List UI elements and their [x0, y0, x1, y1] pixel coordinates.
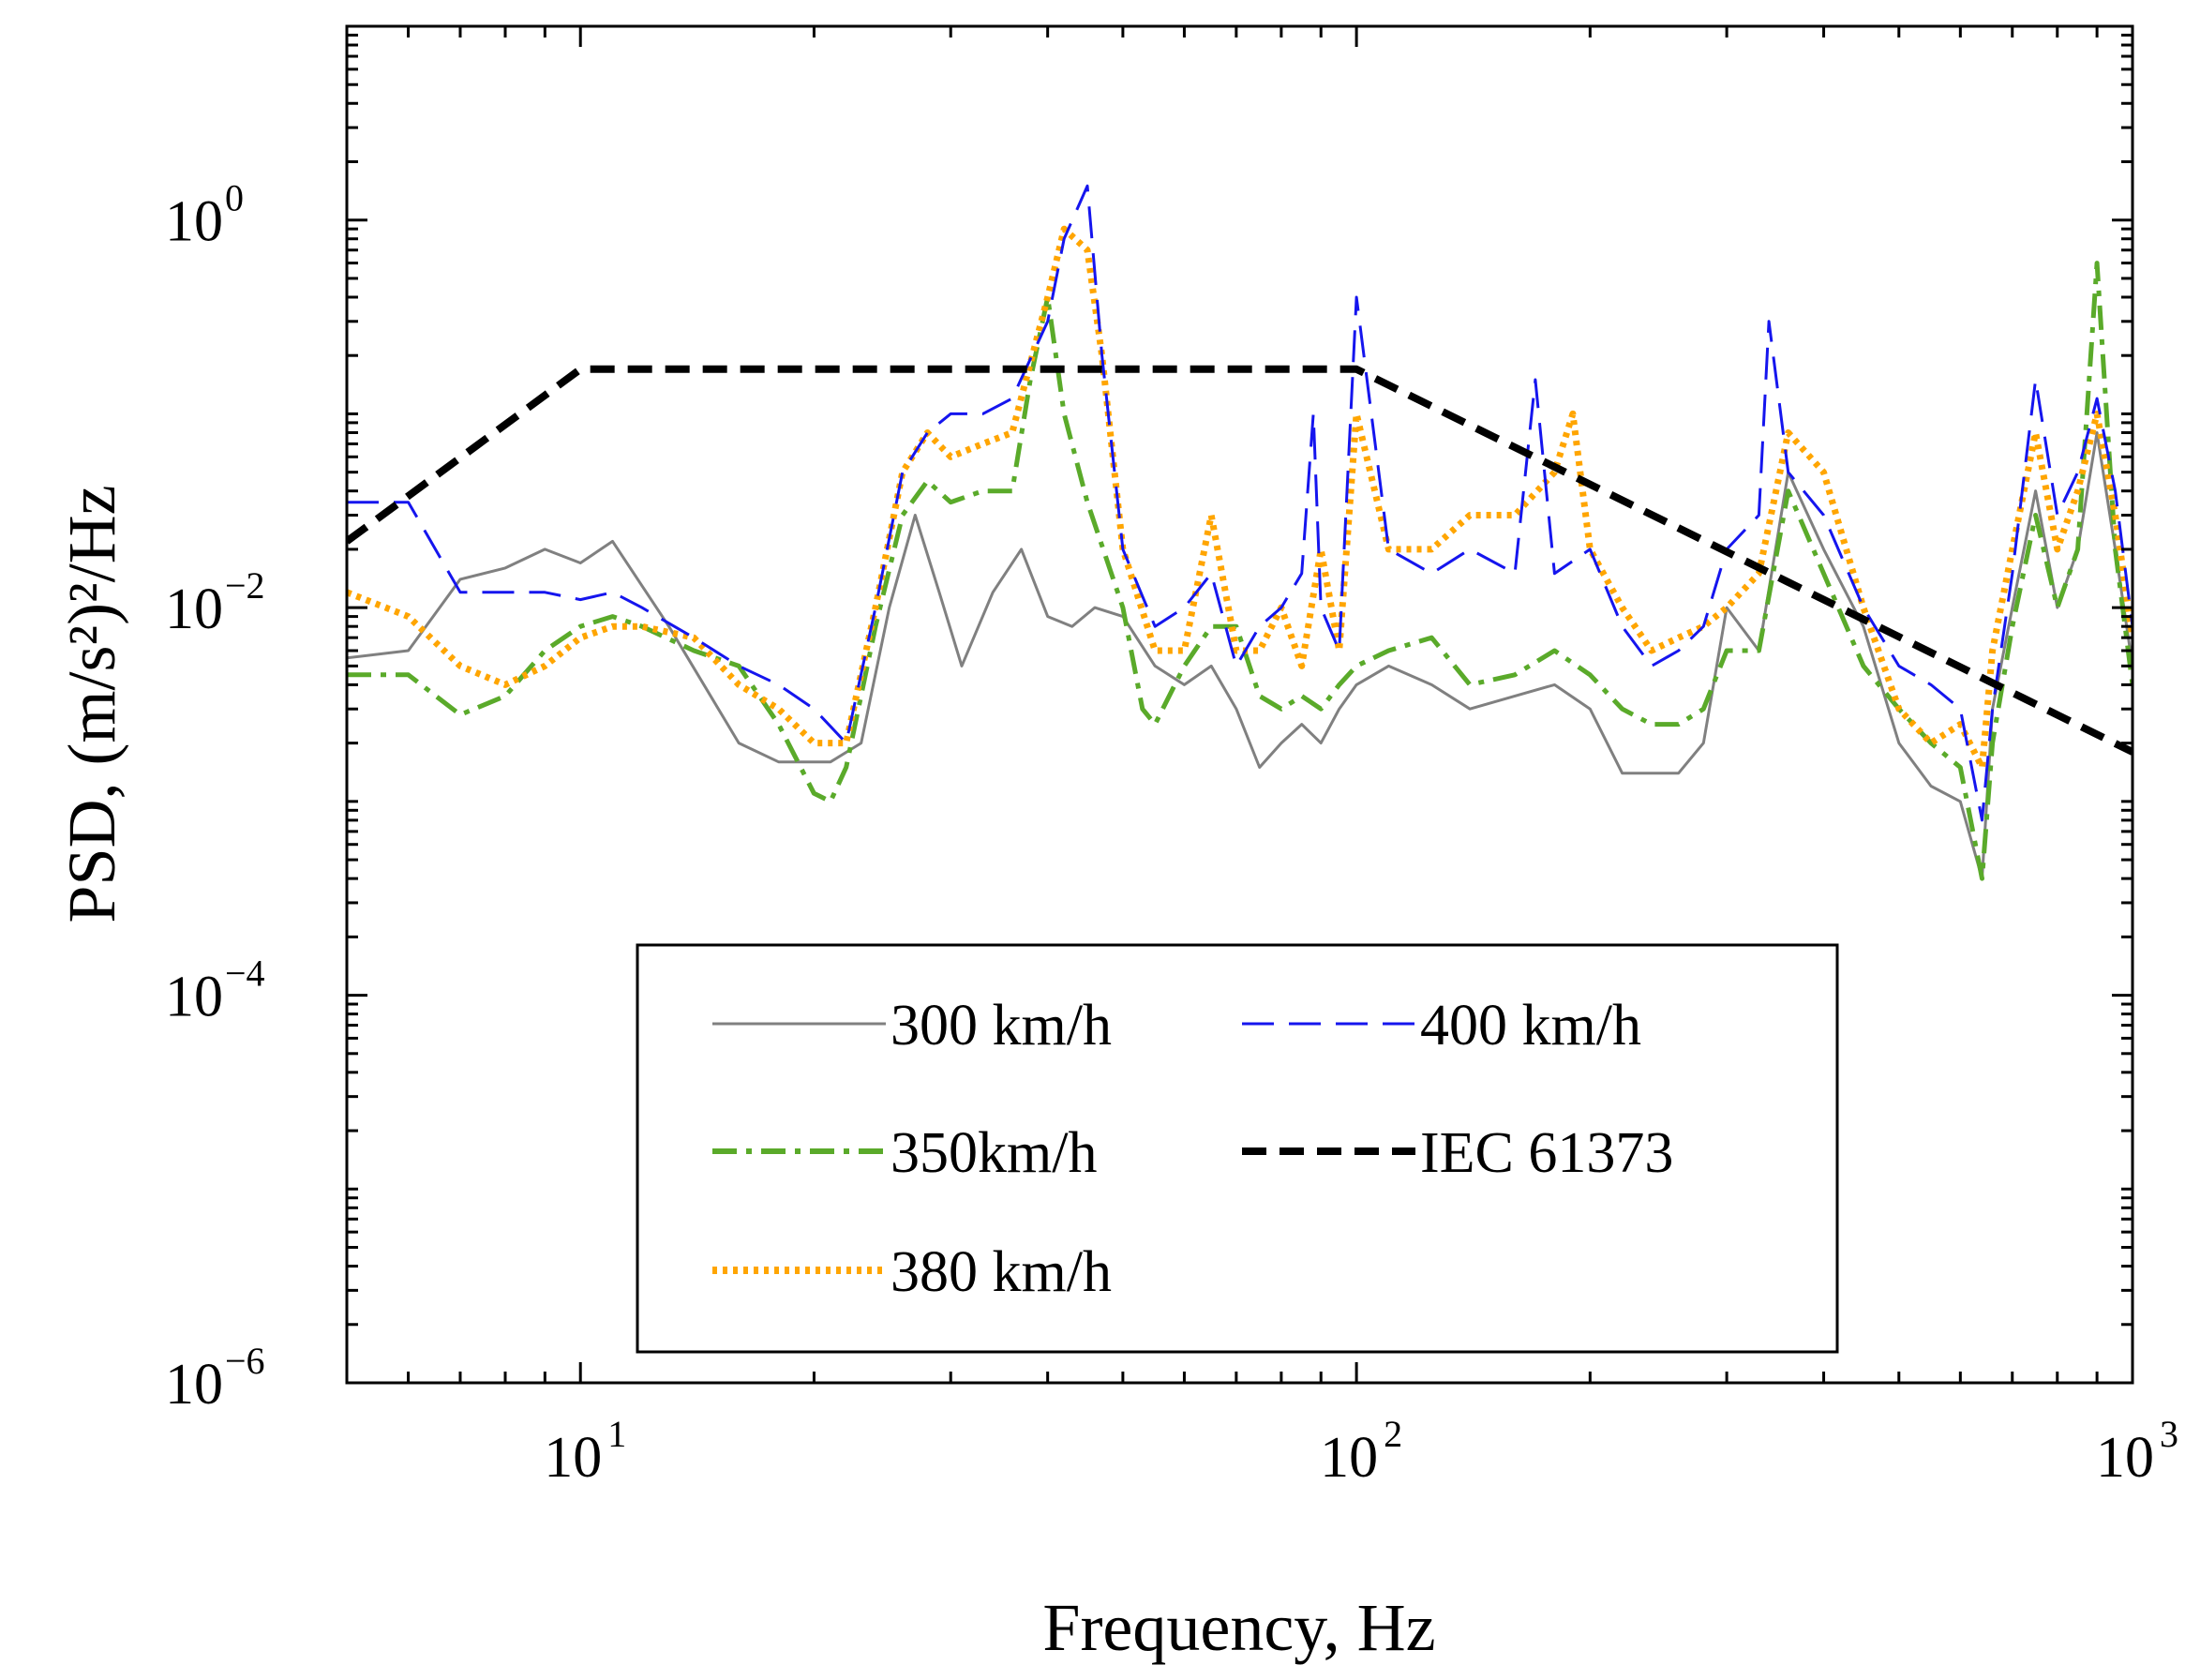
series-line-350km-h	[347, 261, 2133, 881]
ticks-layer	[345, 24, 2134, 1385]
x-tick-base: 10	[544, 1426, 602, 1490]
legend-box	[636, 943, 1839, 1354]
x-axis-label: Frequency, Hz	[1042, 1590, 1435, 1665]
series-line-400-km-h	[347, 184, 2133, 822]
legend-label-380: 380 km/h	[890, 1240, 1112, 1304]
y-tick-label: 10 0	[165, 177, 244, 254]
y-axis-label: PSD, (m/s²)²/Hz	[54, 485, 129, 922]
series-layer	[347, 184, 2133, 881]
x-tick-base: 10	[2096, 1426, 2154, 1490]
legend: 300 km/h 400 km/h 350km/h IEC 61373 380 …	[636, 943, 1839, 1354]
legend-label-400: 400 km/h	[1420, 994, 1641, 1058]
x-tick-exponent: 1	[607, 1413, 626, 1455]
x-tick-exponent: 2	[1384, 1413, 1402, 1455]
legend-label-iec: IEC 61373	[1420, 1121, 1673, 1185]
plot-area-frame	[345, 24, 2134, 1385]
x-tick-exponent: 3	[2160, 1413, 2178, 1455]
series-line-iec-61373	[347, 365, 2133, 756]
y-tick-base: 10	[165, 966, 223, 1029]
y-tick-base: 10	[165, 578, 223, 641]
x-tick-label: 10 2	[1320, 1413, 1402, 1490]
x-tick-base: 10	[1320, 1426, 1378, 1490]
legend-label-350: 350km/h	[890, 1121, 1097, 1185]
y-tick-base: 10	[165, 1353, 223, 1417]
x-tick-label: 10 1	[544, 1413, 626, 1490]
y-tick-exponent: −4	[225, 952, 265, 995]
y-tick-label: 10 −4	[165, 952, 265, 1029]
series-line-380-km-h	[347, 225, 2133, 771]
y-tick-base: 10	[165, 190, 223, 254]
y-tick-exponent: −2	[225, 564, 265, 607]
y-tick-exponent: −6	[225, 1340, 265, 1382]
y-tick-label: 10 −2	[165, 564, 265, 641]
x-tick-label: 10 3	[2096, 1413, 2178, 1490]
legend-label-300: 300 km/h	[890, 994, 1112, 1058]
tick-labels: 10 1 10 2 10 310 010 −210 −410 −6	[165, 177, 2178, 1490]
y-tick-exponent: 0	[225, 177, 244, 219]
y-tick-label: 10 −6	[165, 1340, 265, 1417]
series-line-300-km-h	[347, 431, 2133, 880]
